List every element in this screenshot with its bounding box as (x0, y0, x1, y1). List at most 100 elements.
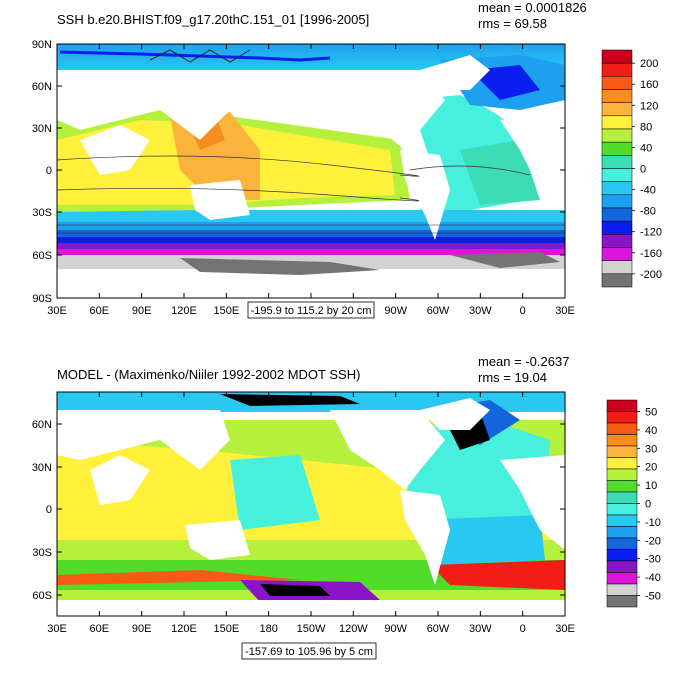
bottom-map-figure: MODEL - (Maximenko/Niiler 1992-2002 MDOT… (32, 354, 661, 660)
lon-label: 30W (469, 305, 492, 317)
lon-label: 30W (469, 623, 492, 635)
top-range-note: -195.9 to 115.2 by 20 cm (251, 305, 372, 317)
colorbar-swatch (606, 399, 638, 412)
colorbar-swatch (606, 595, 638, 608)
top-title: SSH b.e20.BHIST.f09_g17.20thC.151_01 [19… (57, 12, 369, 27)
lon-label: 0 (520, 623, 526, 635)
colorbar-swatch (606, 526, 638, 539)
colorbar-label: -200 (640, 269, 662, 281)
colorbar-swatch (606, 457, 638, 470)
colorbar-swatch (601, 247, 633, 261)
lon-label: 150W (297, 623, 326, 635)
colorbar-label: 10 (645, 480, 657, 492)
colorbar-swatch (601, 115, 633, 130)
lon-label: 90W (384, 305, 407, 317)
lon-label: 30E (555, 305, 575, 317)
colorbar-swatch (601, 260, 633, 275)
top-colorbar: 200 160 120 80 40 0 -40 -80 -120 -160 -200 (601, 49, 662, 288)
colorbar-swatch (601, 234, 633, 248)
lon-label: 150E (213, 623, 239, 635)
colorbar-swatch (606, 549, 638, 562)
bottom-colorbar: 50 40 30 20 10 0 -10 -20 -30 -40 -50 (606, 399, 661, 608)
lon-label: 60E (90, 623, 110, 635)
lon-label: 150E (213, 305, 239, 317)
lon-label: 30E (47, 305, 67, 317)
colorbar-swatch (601, 102, 633, 117)
colorbar-label: -160 (640, 248, 662, 260)
colorbar-swatch (601, 181, 633, 196)
colorbar-label: 200 (640, 58, 658, 70)
colorbar-swatch (601, 76, 633, 90)
colorbar-swatch (606, 491, 638, 504)
top-rms: rms = 69.58 (478, 16, 547, 31)
bottom-map-field (57, 392, 565, 616)
colorbar-label: -80 (640, 206, 656, 218)
colorbar-swatch (606, 583, 638, 596)
lat-label: 30S (32, 547, 52, 559)
colorbar-swatch (601, 168, 633, 182)
lon-label: 60E (90, 305, 110, 317)
colorbar-swatch (606, 422, 638, 435)
lon-label: 60W (427, 305, 450, 317)
colorbar-swatch (601, 155, 633, 169)
colorbar-label: 50 (645, 407, 657, 419)
colorbar-label: -40 (645, 572, 661, 584)
colorbar-label: -120 (640, 227, 662, 239)
lat-label: 90S (32, 293, 52, 305)
colorbar-swatch (606, 480, 638, 493)
lon-label: 120E (171, 623, 197, 635)
colorbar-label: 40 (645, 425, 657, 437)
colorbar-swatch (601, 273, 633, 288)
colorbar-label: -50 (645, 591, 661, 603)
lon-label: 90W (384, 623, 407, 635)
colorbar-label: -40 (640, 185, 656, 197)
colorbar-swatch (601, 194, 633, 209)
bottom-title: MODEL - (Maximenko/Niiler 1992-2002 MDOT… (57, 367, 360, 382)
lat-label: 30N (32, 123, 52, 135)
colorbar-swatch (606, 537, 638, 550)
lat-label: 0 (46, 504, 52, 516)
colorbar-label: -30 (645, 554, 661, 566)
colorbar-swatch (601, 207, 633, 222)
top-map-figure: SSH b.e20.BHIST.f09_g17.20thC.151_01 [19… (32, 0, 662, 319)
colorbar-swatch (606, 572, 638, 585)
bottom-rms: rms = 19.04 (478, 370, 547, 385)
top-mean: mean = 0.0001826 (478, 0, 587, 15)
lat-label: 90N (32, 39, 52, 51)
bottom-range-box (241, 642, 377, 660)
colorbar-label: 80 (640, 121, 652, 133)
colorbar-label: -10 (645, 517, 661, 529)
colorbar-label: 20 (645, 462, 657, 474)
colorbar-label: 0 (645, 499, 651, 511)
lat-label: 60N (32, 81, 52, 93)
bottom-mean: mean = -0.2637 (478, 354, 569, 369)
lon-label: 0 (520, 305, 526, 317)
lon-label: 30E (47, 623, 67, 635)
colorbar-label: 40 (640, 142, 652, 154)
lon-label: 120E (171, 305, 197, 317)
lon-label: 120W (339, 623, 368, 635)
colorbar-swatch (606, 468, 638, 481)
colorbar-label: 30 (645, 443, 657, 455)
lat-label: 0 (46, 165, 52, 177)
colorbar-swatch (606, 434, 638, 447)
lon-label: 180 (259, 623, 277, 635)
colorbar-swatch (601, 220, 633, 235)
colorbar-swatch (601, 89, 633, 103)
colorbar-label: -20 (645, 535, 661, 547)
lat-label: 60S (32, 250, 52, 262)
lat-label: 30S (32, 207, 52, 219)
lon-label: 90E (132, 623, 152, 635)
colorbar-swatch (601, 128, 633, 143)
lat-label: 60S (32, 590, 52, 602)
lat-label: 30N (32, 462, 52, 474)
colorbar-swatch (606, 560, 638, 573)
colorbar-swatch (606, 445, 638, 458)
lon-label: 30E (555, 623, 575, 635)
colorbar-label: 160 (640, 79, 658, 91)
bottom-axes: 30E 60E 90E 120E 150E 180 150W 120W 90W 60W 30W 0 30… (32, 392, 575, 635)
colorbar-swatch (601, 49, 633, 64)
lon-label: 60W (427, 623, 450, 635)
lat-label: 60N (32, 419, 52, 431)
lon-label: 90E (132, 305, 152, 317)
